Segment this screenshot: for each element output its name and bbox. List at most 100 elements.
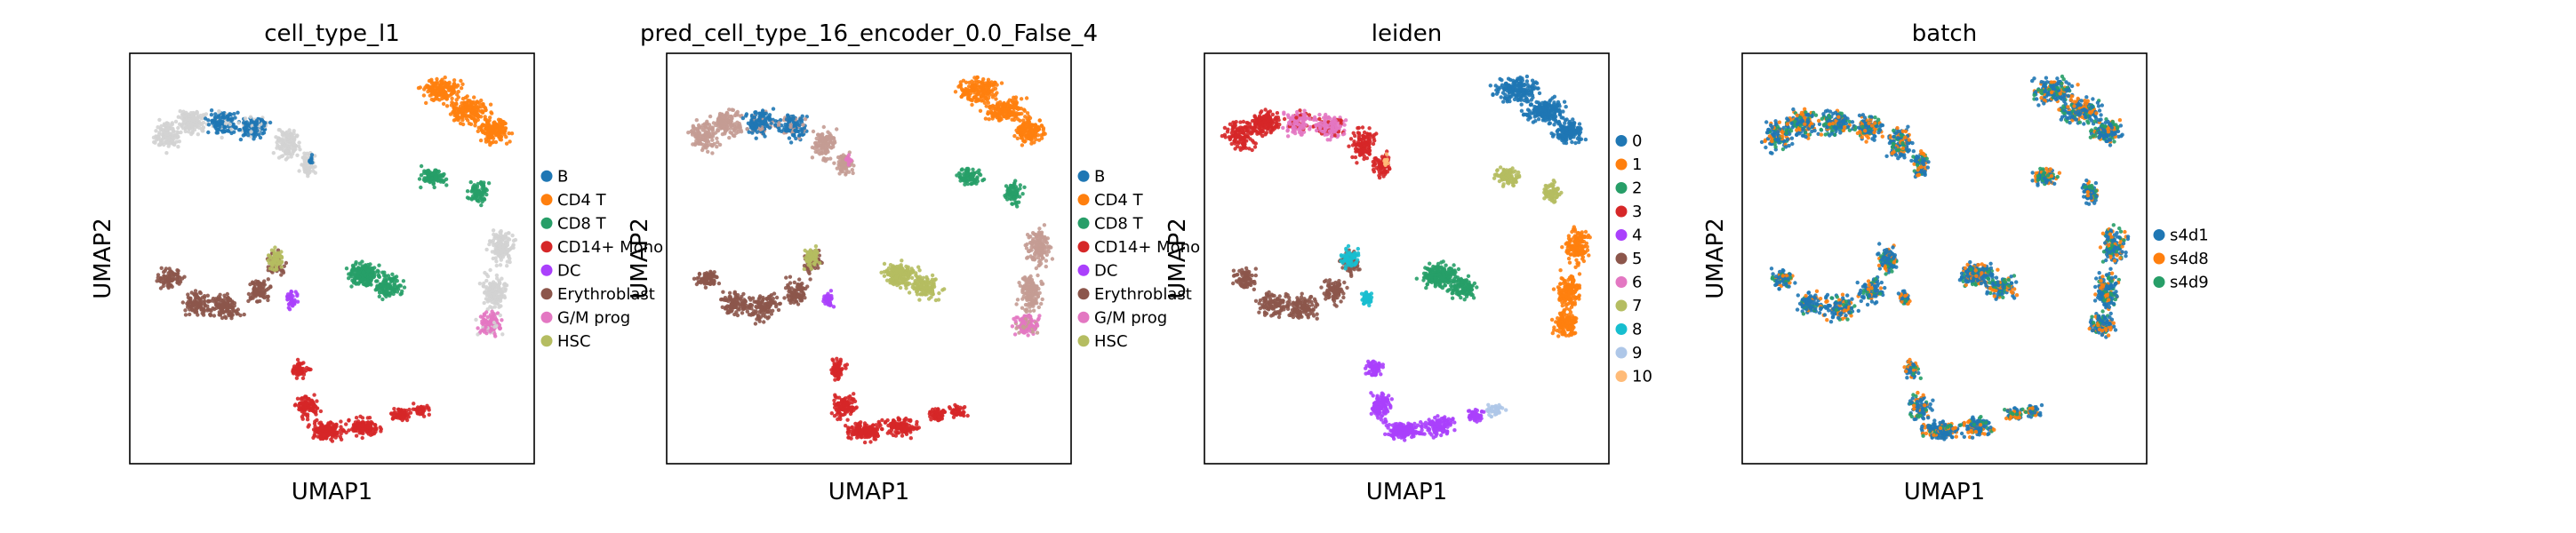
scatter-point [392,407,396,411]
scatter-point [846,170,852,174]
scatter-point [1041,126,1046,131]
scatter-point [694,139,699,143]
scatter-point [185,112,190,117]
scatter-point [1010,113,1014,117]
scatter-point [159,123,164,129]
scatter-point [1035,301,1039,306]
scatter-point [487,139,492,145]
scatter-point [429,97,434,102]
scatter-point [1029,319,1034,323]
scatter-point [1035,330,1040,335]
scatter-point [295,293,300,298]
scatter-point [377,263,381,267]
scatter-point [177,282,181,286]
scatter-point [414,408,419,412]
scatter-point [300,396,304,401]
scatter-point [479,98,484,103]
scatter-point [971,167,975,171]
scatter-point [433,89,437,93]
scatter-point [1032,241,1036,245]
scatter-point [362,426,367,432]
scatter-point [452,106,456,110]
scatter-point [270,260,275,265]
scatter-point [465,189,470,194]
scatter-point [484,131,488,135]
scatter-point [261,281,266,285]
scatter-point [304,165,308,170]
scatter-point [1006,187,1011,192]
scatter-point [486,181,492,186]
scatter-point [279,250,284,254]
scatter-point [822,141,827,147]
scatter-point [228,112,233,117]
scatter-point [421,93,427,98]
scatter-point [164,131,168,136]
scatter-point [1042,243,1046,249]
scatter-point [1037,118,1043,123]
scatter-point [304,398,308,402]
scatter-point [1044,264,1049,269]
scatter-point [285,155,290,160]
scatter-point [212,115,218,120]
scatter-point [478,115,484,119]
scatter-point [493,242,498,247]
scatter-point [504,283,509,288]
scatter-point [986,111,990,116]
scatter-point [1030,330,1036,334]
scatter-point [302,151,307,155]
scatter-point [1031,281,1036,285]
scatter-point [438,84,444,88]
scatter-point [838,168,843,172]
scatter-point [268,256,273,260]
scatter-point [270,266,275,272]
scatter-point [252,137,256,141]
scatter-point [972,91,977,95]
scatter-point [707,130,711,134]
scatter-point [441,101,446,107]
scatter-point [242,126,247,131]
scatter-point [376,273,381,277]
legend-marker [540,170,553,182]
scatter-point [1019,97,1024,101]
scatter-point [700,147,705,153]
scatter-point [473,195,477,200]
scatter-point [803,117,808,122]
scatter-point [797,133,802,138]
scatter-point [360,259,364,264]
scatter-point [958,83,964,87]
scatter-point [272,251,276,256]
scatter-point [317,430,322,435]
scatter-point [727,107,732,112]
scatter-point [298,402,302,407]
y-axis-label: UMAP2 [90,218,116,298]
scatter-point [1031,304,1036,308]
scatter-point [202,309,206,314]
scatter-point [700,123,705,128]
scatter-point [716,123,721,129]
legend-label: B [557,167,568,186]
scatter-point [356,271,361,275]
scatter-point [1044,239,1048,244]
scatter-point [187,117,192,122]
scatter-point [468,179,473,185]
scatter-point [396,410,401,415]
scatter-point [301,412,306,417]
scatter-point [480,199,484,204]
scatter-point [744,112,749,116]
scatter-point [481,182,485,187]
scatter-point [478,314,484,319]
scatter-point [152,139,156,145]
scatter-point [246,133,251,138]
scatter-point [375,283,380,288]
scatter-point [307,367,311,371]
scatter-point [384,290,389,295]
scatter-point [427,412,431,417]
scatter-point [220,120,225,125]
scatter-point [182,274,187,279]
scatter-point [192,293,197,298]
scatter-point [494,318,500,322]
scatter-point [767,125,772,130]
scatter-point [757,117,762,122]
scatter-point [396,284,401,289]
scatter-point [1049,245,1053,250]
